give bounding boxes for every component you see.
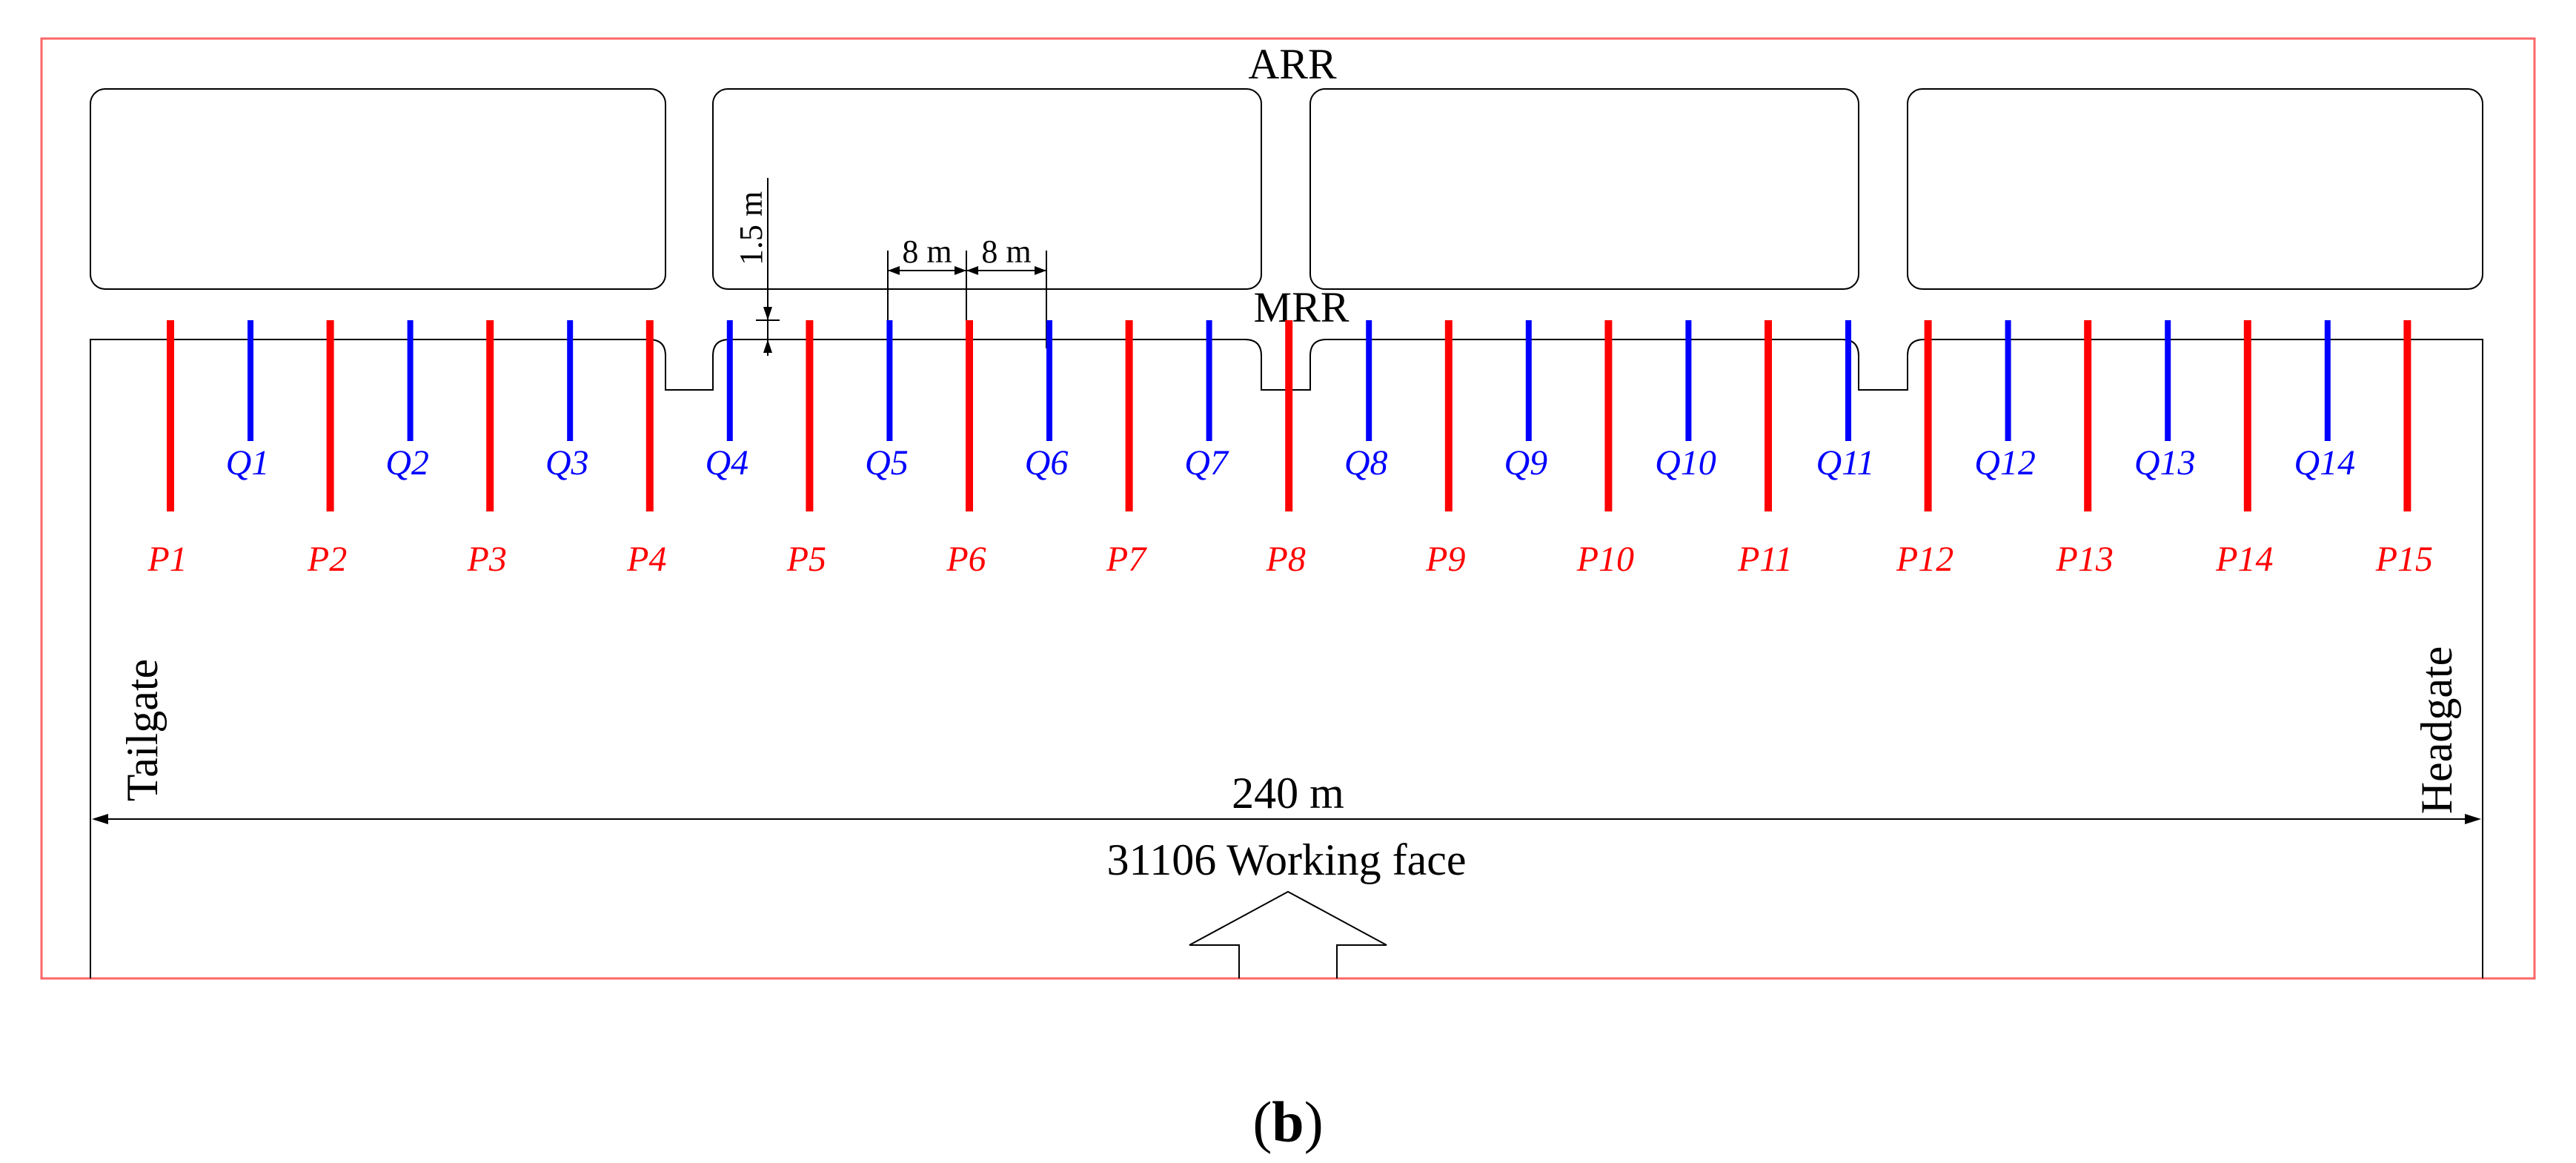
borehole-label-q13: Q13 bbox=[2134, 443, 2196, 483]
arr-label: ARR bbox=[1248, 40, 1337, 88]
borehole-label-q7: Q7 bbox=[1184, 443, 1229, 483]
borehole-label-q9: Q9 bbox=[1504, 443, 1547, 483]
mrr-label: MRR bbox=[1254, 283, 1350, 331]
borehole-label-p14: P14 bbox=[2215, 540, 2273, 579]
borehole-label-p2: P2 bbox=[307, 540, 347, 579]
borehole-label-p1: P1 bbox=[147, 540, 187, 579]
borehole-label-q14: Q14 bbox=[2294, 443, 2355, 483]
working-face-label: 31106 Working face bbox=[1106, 835, 1466, 884]
borehole-label-q8: Q8 bbox=[1344, 443, 1388, 483]
advance-arrow-icon bbox=[1189, 890, 1387, 978]
offset-dimension-label: 1.5 m bbox=[733, 191, 769, 265]
borehole-label-p3: P3 bbox=[467, 540, 507, 579]
borehole-label-q11: Q11 bbox=[1816, 443, 1874, 483]
borehole-label-p11: P11 bbox=[1737, 540, 1793, 579]
borehole-label-q1: Q1 bbox=[226, 443, 270, 483]
borehole-label-p7: P7 bbox=[1106, 540, 1147, 579]
pillar-3 bbox=[1309, 88, 1859, 290]
p-boreholes: P1 P2 P3 P4 P5 P6 P7 P8 P9 P10 P11 P12 P13 P14 P15 bbox=[147, 320, 2433, 579]
borehole-label-p15: P15 bbox=[2375, 540, 2433, 579]
borehole-label-q3: Q3 bbox=[545, 443, 589, 483]
borehole-label-q10: Q10 bbox=[1655, 443, 1716, 483]
borehole-label-p6: P6 bbox=[946, 540, 986, 579]
face-length-label: 240 m bbox=[1232, 769, 1344, 818]
borehole-label-p8: P8 bbox=[1266, 540, 1306, 579]
spacing-label-left: 8 m bbox=[902, 233, 952, 270]
figure-caption: (b) bbox=[1252, 1090, 1323, 1154]
borehole-label-q2: Q2 bbox=[385, 443, 429, 483]
pillar-4 bbox=[1907, 88, 2483, 290]
borehole-label-p9: P9 bbox=[1425, 540, 1465, 579]
borehole-label-p10: P10 bbox=[1576, 540, 1634, 579]
q-boreholes: Q1 Q2 Q3 Q4 Q5 Q6 Q7 Q8 Q9 Q10 Q11 Q12 Q13 Q14 bbox=[226, 320, 2355, 483]
headgate-label: Headgate bbox=[2412, 646, 2461, 815]
borehole-label-p5: P5 bbox=[786, 540, 826, 579]
borehole-label-p13: P13 bbox=[2056, 540, 2114, 579]
outer-frame bbox=[40, 37, 2536, 980]
offset-dimension bbox=[756, 178, 780, 356]
borehole-label-q12: Q12 bbox=[1974, 443, 2036, 483]
caption-close: ) bbox=[1304, 1090, 1324, 1154]
spacing-label-right: 8 m bbox=[981, 233, 1031, 270]
borehole-label-q5: Q5 bbox=[865, 443, 909, 483]
pillar-2 bbox=[712, 88, 1262, 290]
borehole-label-q4: Q4 bbox=[705, 443, 748, 483]
face-length-dimension bbox=[92, 814, 2481, 824]
borehole-label-p4: P4 bbox=[626, 540, 666, 579]
borehole-label-q6: Q6 bbox=[1025, 443, 1069, 483]
pillar-1 bbox=[90, 88, 666, 290]
borehole-label-p12: P12 bbox=[1896, 540, 1953, 579]
caption-open: ( bbox=[1252, 1090, 1272, 1154]
caption-letter: b bbox=[1272, 1090, 1304, 1154]
tailgate-label: Tailgate bbox=[118, 659, 167, 801]
